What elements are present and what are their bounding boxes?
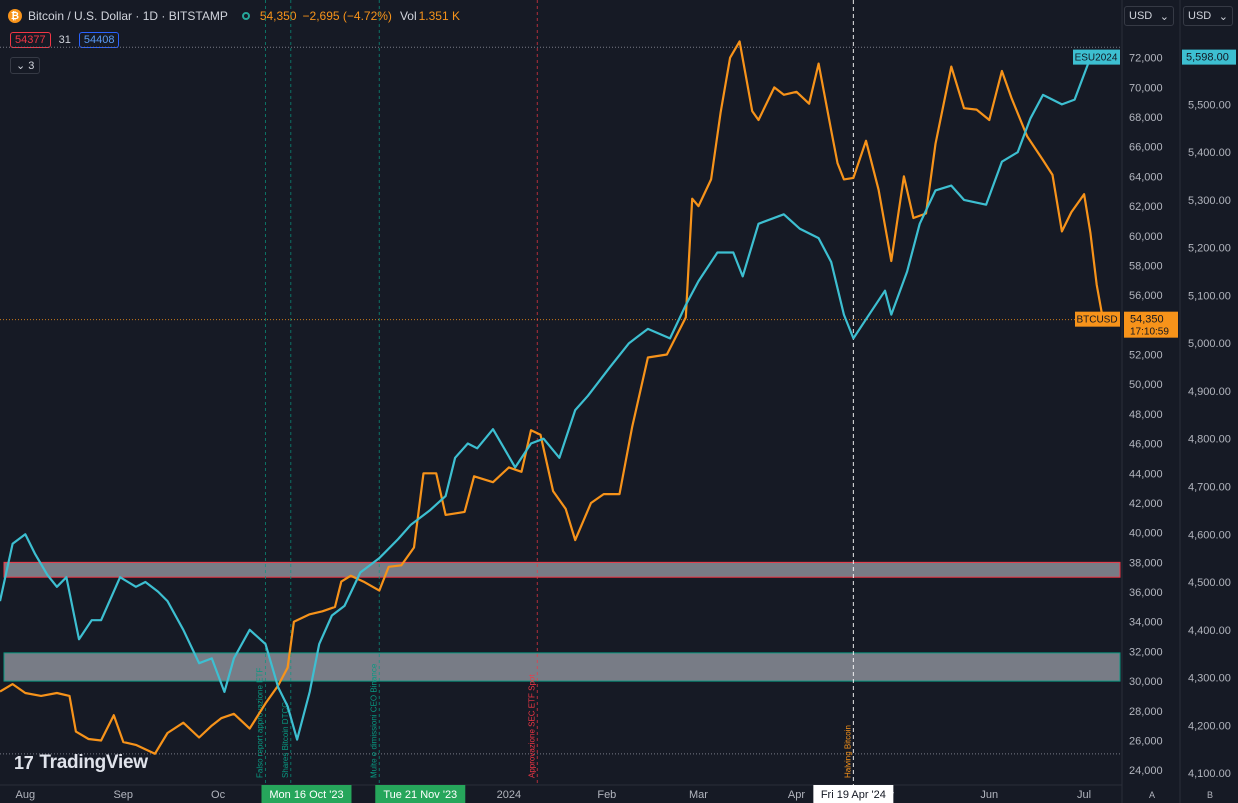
left-axis-tick: 70,000 bbox=[1129, 82, 1163, 94]
right-axis-tick: 5,400.00 bbox=[1188, 147, 1231, 159]
left-axis-tick: 30,000 bbox=[1129, 676, 1163, 688]
left-axis-tick: 36,000 bbox=[1129, 587, 1163, 599]
time-axis-tick: 2024 bbox=[497, 789, 521, 801]
indicators-collapse-button[interactable]: ⌄ 3 bbox=[10, 57, 41, 74]
left-axis-tick: 32,000 bbox=[1129, 646, 1163, 658]
chevron-down-icon: ⌄ bbox=[1218, 10, 1228, 23]
right-axis-tick: 5,500.00 bbox=[1188, 99, 1231, 111]
time-axis-tick: Apr bbox=[788, 789, 805, 801]
support-zone-0 bbox=[3, 561, 1121, 578]
left-axis-tick: 42,000 bbox=[1129, 498, 1163, 510]
right-axis-footer: B bbox=[1207, 790, 1213, 800]
time-axis-tick: Aug bbox=[15, 789, 35, 801]
left-axis-tick: 60,000 bbox=[1129, 231, 1163, 243]
event-label-1: Shares Bitcoin DTCC bbox=[281, 702, 290, 778]
right-axis-tick: 4,500.00 bbox=[1188, 577, 1231, 589]
right-axis-tick: 4,100.00 bbox=[1188, 768, 1231, 780]
right-axis-tick: 4,900.00 bbox=[1188, 386, 1231, 398]
left-axis-tick: 24,000 bbox=[1129, 765, 1163, 777]
symbol-title[interactable]: Bitcoin / U.S. Dollar · 1D · BITSTAMP bbox=[28, 9, 228, 23]
right-axis-tick: 5,300.00 bbox=[1188, 195, 1231, 207]
last-price: 54,350 bbox=[259, 9, 297, 23]
date-marker-1: Tue 21 Nov '23 bbox=[383, 789, 457, 801]
price-change: −2,695 (−4.72%) bbox=[302, 9, 392, 23]
left-axis-tick: 48,000 bbox=[1129, 409, 1163, 421]
last-price-tag-bg bbox=[1075, 311, 1120, 327]
last-price-tag: BTCUSD bbox=[1076, 315, 1117, 326]
countdown-value: 17:10:59 bbox=[1130, 327, 1169, 338]
tradingview-wordmark: TradingView bbox=[39, 752, 148, 773]
left-axis-tick: 34,000 bbox=[1129, 617, 1163, 629]
spread-value: 31 bbox=[58, 34, 71, 46]
right-axis-tick: 5,000.00 bbox=[1188, 338, 1231, 350]
time-axis-tick: Jun bbox=[980, 789, 998, 801]
date-marker-bg-0 bbox=[261, 785, 352, 803]
time-axis-tick: Sep bbox=[113, 789, 133, 801]
series-line-esu2024 bbox=[0, 57, 1092, 741]
bitcoin-logo-icon: ₿ bbox=[8, 9, 22, 23]
left-axis-tick: 68,000 bbox=[1129, 112, 1163, 124]
left-axis-tick: 44,000 bbox=[1129, 468, 1163, 480]
volume-label: Vol bbox=[399, 9, 417, 23]
right-axis-tick: 4,400.00 bbox=[1188, 625, 1231, 637]
market-status-icon[interactable] bbox=[241, 12, 250, 20]
left-axis-tick: 64,000 bbox=[1129, 171, 1163, 183]
time-axis-tick: Jul bbox=[1077, 789, 1091, 801]
left-axis-tick: 40,000 bbox=[1129, 528, 1163, 540]
chevron-down-icon: ⌄ bbox=[1159, 10, 1169, 23]
left-axis-tick: 72,000 bbox=[1129, 53, 1163, 65]
es-tag-bg bbox=[1073, 49, 1120, 65]
tradingview-mark-icon: 17 bbox=[14, 752, 34, 773]
right-currency-label: USD bbox=[1188, 10, 1212, 22]
right-axis-tick: 5,200.00 bbox=[1188, 243, 1231, 255]
es-value: 5,598.00 bbox=[1186, 52, 1229, 64]
right-axis-tick: 5,100.00 bbox=[1188, 290, 1231, 302]
left-currency-select[interactable]: USD ⌄ bbox=[1124, 6, 1174, 26]
date-marker-bg-2 bbox=[813, 785, 894, 803]
left-axis-tick: 62,000 bbox=[1129, 201, 1163, 213]
symbol-header: ₿ Bitcoin / U.S. Dollar · 1D · BITSTAMP … bbox=[8, 6, 460, 26]
right-axis-tick: 4,800.00 bbox=[1188, 434, 1231, 446]
es-tag: ESU2024 bbox=[1075, 53, 1118, 64]
left-axis-tick: 58,000 bbox=[1129, 260, 1163, 272]
date-marker-2: Fri 19 Apr '24 bbox=[821, 789, 886, 801]
left-axis-tick: 46,000 bbox=[1129, 439, 1163, 451]
left-axis-tick: 26,000 bbox=[1129, 735, 1163, 747]
right-axis-tick: 4,600.00 bbox=[1188, 529, 1231, 541]
last-price-value: 54,350 bbox=[1130, 314, 1164, 326]
support-zone-1 bbox=[3, 652, 1121, 682]
event-label-3: Approvazione SEC ETF Spot bbox=[527, 674, 536, 778]
right-axis-tick: 4,700.00 bbox=[1188, 481, 1231, 493]
right-axis-tick: 4,300.00 bbox=[1188, 673, 1231, 685]
left-axis-tick: 38,000 bbox=[1129, 557, 1163, 569]
left-axis-tick: 50,000 bbox=[1129, 379, 1163, 391]
time-axis-tick: Oc bbox=[211, 789, 226, 801]
time-axis-tick: Feb bbox=[597, 789, 616, 801]
tradingview-logo[interactable]: 17 TradingView bbox=[14, 752, 148, 774]
right-axis-tick: 4,200.00 bbox=[1188, 720, 1231, 732]
es-value-bg bbox=[1182, 49, 1236, 65]
left-currency-label: USD bbox=[1129, 10, 1153, 22]
time-axis-tick: Mar bbox=[689, 789, 708, 801]
event-label-0: Falso report approvazione ETF bbox=[255, 668, 264, 778]
left-axis-tick: 66,000 bbox=[1129, 142, 1163, 154]
left-axis-tick: 28,000 bbox=[1129, 706, 1163, 718]
date-marker-0: Mon 16 Oct '23 bbox=[269, 789, 343, 801]
series-line-btcusd bbox=[0, 40, 1105, 755]
event-label-2: Multe e dimissioni CEO Binance bbox=[369, 663, 378, 778]
volume-value: 1.351 K bbox=[418, 9, 460, 23]
last-price-value-bg bbox=[1124, 311, 1178, 338]
event-label-4: Halving Bitcoin bbox=[843, 725, 852, 778]
left-axis-tick: 52,000 bbox=[1129, 350, 1163, 362]
right-currency-select[interactable]: USD ⌄ bbox=[1183, 6, 1233, 26]
date-marker-bg-1 bbox=[375, 785, 466, 803]
left-axis-tick: 56,000 bbox=[1129, 290, 1163, 302]
left-axis-footer: A bbox=[1149, 790, 1155, 800]
